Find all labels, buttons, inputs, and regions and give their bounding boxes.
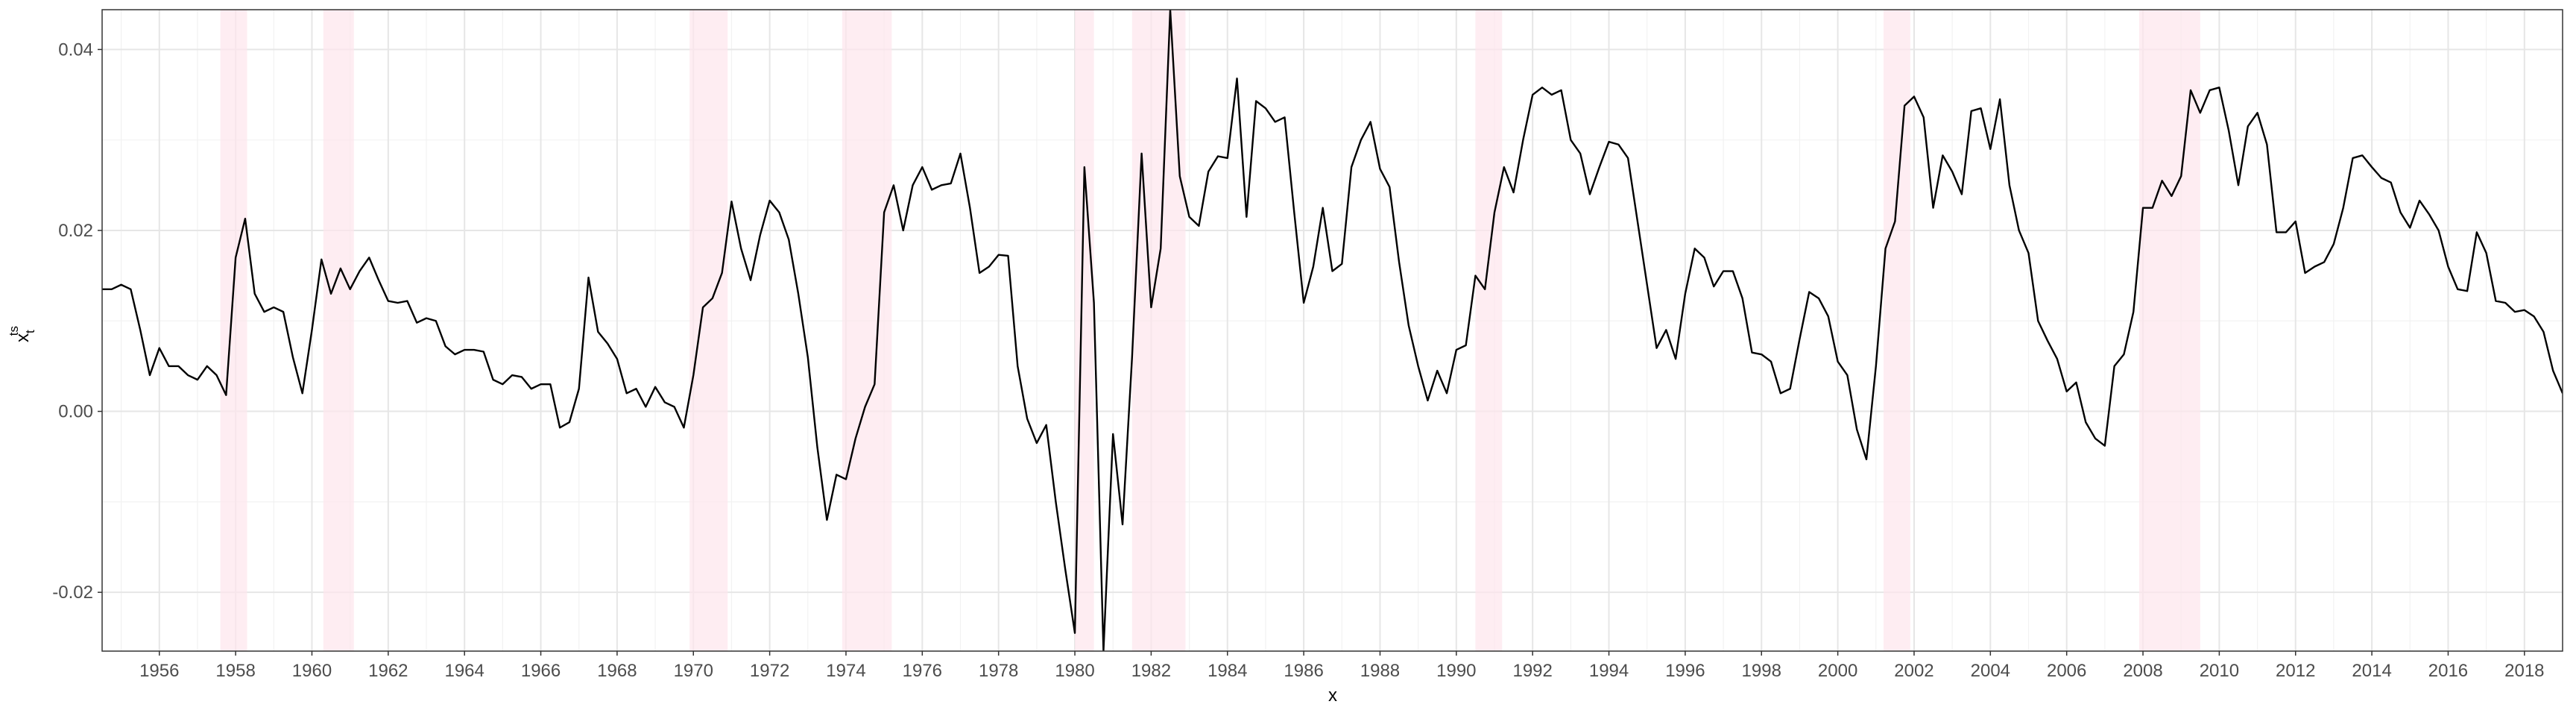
x-tick-label: 1968: [597, 661, 637, 681]
x-tick-label: 1988: [1360, 661, 1400, 681]
x-tick-label: 1956: [139, 661, 179, 681]
x-tick-label: 2002: [1894, 661, 1933, 681]
x-tick-label: 1998: [1742, 661, 1781, 681]
y-tick-label: -0.02: [52, 582, 93, 603]
recession-band: [1075, 10, 1094, 651]
x-tick-label: 1986: [1284, 661, 1323, 681]
x-tick-label: 1980: [1055, 661, 1094, 681]
x-tick-label: 1974: [826, 661, 865, 681]
x-tick-label: 2004: [1971, 661, 2010, 681]
x-tick-label: 1958: [215, 661, 255, 681]
x-tick-label: 2012: [2276, 661, 2315, 681]
x-tick-label: 2010: [2200, 661, 2239, 681]
x-tick-label: 1962: [368, 661, 408, 681]
recession-band: [1884, 10, 1910, 651]
x-tick-label: 1996: [1665, 661, 1705, 681]
x-tick-label: 1982: [1131, 661, 1171, 681]
recession-band: [1131, 10, 1186, 651]
y-axis-label: xtts: [7, 326, 37, 342]
x-tick-label: 2016: [2428, 661, 2468, 681]
recession-band: [2138, 10, 2200, 651]
x-axis-label: x: [1328, 685, 1337, 706]
x-tick-label: 1976: [903, 661, 942, 681]
x-tick-label: 1994: [1589, 661, 1629, 681]
recession-band: [842, 10, 892, 651]
y-tick-label: 0.02: [58, 221, 93, 241]
x-tick-label: 1966: [521, 661, 561, 681]
y-label-sup: ts: [7, 326, 21, 336]
x-tick-label: 1978: [979, 661, 1018, 681]
x-tick-label: 2000: [1818, 661, 1857, 681]
recession-band: [323, 10, 354, 651]
x-tick-label: 2006: [2047, 661, 2086, 681]
panel-border: [101, 9, 2563, 652]
x-tick-label: 1992: [1512, 661, 1552, 681]
recession-band: [689, 10, 728, 651]
recession-band: [220, 10, 247, 651]
x-tick-label: 2008: [2123, 661, 2162, 681]
y-label-base: x: [13, 333, 33, 342]
x-tick-label: 2018: [2504, 661, 2544, 681]
x-tick-label: 1990: [1436, 661, 1476, 681]
data-line: [102, 10, 2563, 651]
x-tick-label: 1970: [674, 661, 713, 681]
x-tick-label: 2014: [2352, 661, 2391, 681]
recession-band: [1475, 10, 1503, 651]
x-tick-label: 1972: [750, 661, 789, 681]
y-tick-label: 0.04: [58, 40, 93, 60]
x-tick-label: 1984: [1208, 661, 1247, 681]
y-label-sub: t: [23, 330, 37, 333]
x-tick-label: 1964: [444, 661, 484, 681]
x-tick-label: 1960: [292, 661, 332, 681]
y-tick-label: 0.00: [58, 402, 93, 422]
